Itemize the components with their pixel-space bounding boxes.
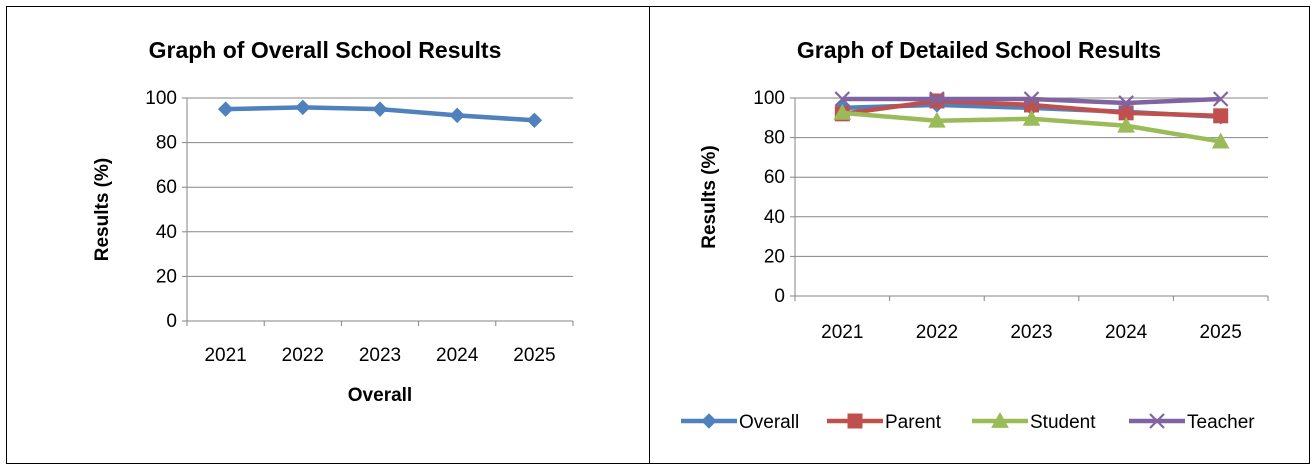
legend-marker bbox=[701, 413, 717, 429]
data-point bbox=[929, 91, 945, 107]
legend-label: Student bbox=[1030, 412, 1096, 433]
data-point bbox=[834, 91, 851, 107]
chart-title: Graph of Detailed School Results bbox=[797, 37, 1161, 63]
y-tick-label: 40 bbox=[156, 222, 177, 243]
legend-item-teacher: Teacher bbox=[1129, 412, 1255, 433]
y-axis-title: Results (%) bbox=[699, 145, 720, 248]
y-tick-label: 100 bbox=[145, 88, 177, 109]
y-tick-label: 0 bbox=[774, 286, 785, 307]
data-point bbox=[449, 107, 465, 124]
x-tick-label: 2021 bbox=[204, 345, 246, 366]
chart-frame bbox=[6, 6, 1310, 464]
x-tick-label: 2023 bbox=[1010, 322, 1052, 343]
data-point bbox=[526, 112, 543, 129]
y-tick-label: 0 bbox=[166, 311, 177, 332]
x-tick-label: 2022 bbox=[282, 345, 324, 366]
legend-item-student: Student bbox=[972, 411, 1096, 433]
y-tick-label: 20 bbox=[156, 266, 177, 287]
legend-marker bbox=[991, 411, 1009, 428]
data-point bbox=[1023, 91, 1040, 107]
data-point bbox=[928, 111, 946, 128]
series-student bbox=[833, 103, 1230, 149]
y-axis-title: Results (%) bbox=[92, 158, 113, 261]
data-point bbox=[1211, 132, 1230, 149]
data-point bbox=[372, 101, 388, 117]
legend-item-parent: Parent bbox=[827, 412, 942, 433]
data-point bbox=[1213, 108, 1229, 124]
legend-item-overall: Overall bbox=[681, 412, 799, 433]
overall-results-chart: Graph of Overall School Results 0 20 40 60 80… bbox=[92, 37, 574, 406]
series-0 bbox=[217, 99, 543, 129]
series-teacher bbox=[834, 91, 1229, 111]
data-point bbox=[1022, 109, 1041, 126]
x-tick-label: 2023 bbox=[359, 345, 401, 366]
y-tick-label: 100 bbox=[753, 88, 785, 109]
x-tick-label: 2024 bbox=[436, 345, 479, 366]
y-tick-label: 20 bbox=[764, 246, 785, 267]
x-tick-label: 2021 bbox=[821, 322, 863, 343]
data-point bbox=[217, 101, 234, 117]
data-point bbox=[833, 103, 852, 120]
chart-divider bbox=[649, 6, 650, 464]
data-point bbox=[1117, 116, 1135, 133]
legend-label: Parent bbox=[885, 412, 942, 433]
x-tick-label: 2022 bbox=[916, 322, 958, 343]
y-tick-label: 80 bbox=[764, 128, 785, 149]
legend-label: Overall bbox=[739, 412, 799, 433]
y-tick-label: 60 bbox=[156, 177, 177, 198]
legend-marker bbox=[1149, 413, 1165, 429]
legend-label: Teacher bbox=[1187, 412, 1255, 433]
legend-marker bbox=[847, 413, 863, 429]
data-point bbox=[1212, 91, 1229, 107]
x-axis-title: Overall bbox=[348, 385, 412, 406]
data-point bbox=[1118, 95, 1134, 111]
y-tick-label: 80 bbox=[156, 133, 177, 154]
y-tick-label: 40 bbox=[764, 207, 785, 228]
x-tick-label: 2024 bbox=[1105, 322, 1148, 343]
chart-title: Graph of Overall School Results bbox=[149, 37, 502, 63]
y-tick-label: 60 bbox=[764, 167, 785, 188]
data-point bbox=[295, 99, 311, 116]
x-tick-label: 2025 bbox=[513, 345, 555, 366]
x-tick-label: 2025 bbox=[1200, 322, 1242, 343]
